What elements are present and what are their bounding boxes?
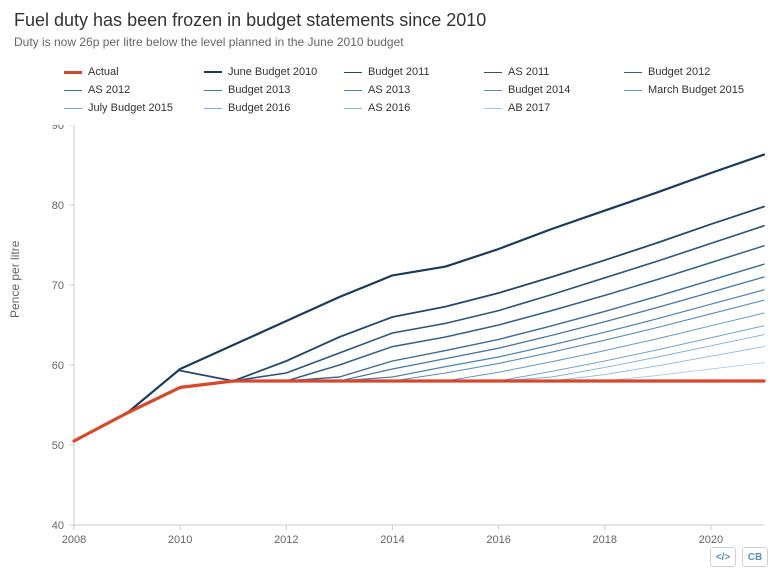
legend-item[interactable]: Budget 2013 [204, 81, 344, 99]
legend-item[interactable]: Budget 2014 [484, 81, 624, 99]
legend-swatch [344, 108, 362, 109]
legend-swatch [64, 90, 82, 91]
legend-item[interactable]: March Budget 2015 [624, 81, 764, 99]
legend-swatch [204, 108, 222, 109]
legend-swatch [484, 108, 502, 109]
legend-swatch [64, 71, 82, 74]
x-tick-label: 2014 [380, 534, 404, 546]
legend-label: AS 2013 [368, 84, 410, 96]
legend: Actual June Budget 2010 Budget 2011 AS 2011… [64, 63, 766, 117]
legend-item[interactable]: Budget 2011 [344, 63, 484, 81]
x-tick-label: 2008 [62, 534, 86, 546]
legend-item[interactable]: July Budget 2015 [64, 99, 204, 117]
series-line [286, 277, 764, 381]
series-line [499, 347, 764, 381]
legend-item[interactable]: Budget 2016 [204, 99, 344, 117]
legend-label: July Budget 2015 [88, 102, 173, 114]
legend-item[interactable]: AB 2017 [484, 99, 624, 117]
legend-swatch [484, 90, 502, 91]
legend-label: AS 2011 [508, 66, 549, 78]
legend-swatch [204, 90, 222, 91]
legend-label: AS 2016 [368, 102, 410, 114]
legend-item[interactable]: AS 2013 [344, 81, 484, 99]
y-tick-label: 40 [52, 520, 64, 532]
y-tick-label: 90 [52, 125, 64, 132]
legend-label: AS 2012 [88, 84, 130, 96]
x-tick-label: 2012 [274, 534, 298, 546]
legend-label: Budget 2014 [508, 84, 570, 96]
series-line [286, 264, 764, 381]
legend-label: Budget 2016 [228, 102, 290, 114]
legend-swatch [64, 108, 82, 109]
legend-item[interactable]: AS 2016 [344, 99, 484, 117]
x-tick-label: 2010 [168, 534, 192, 546]
legend-swatch [624, 72, 642, 73]
legend-item[interactable]: AS 2012 [64, 81, 204, 99]
legend-item[interactable]: Actual [64, 63, 204, 81]
legend-item[interactable]: June Budget 2010 [204, 63, 344, 81]
legend-label: Actual [88, 66, 119, 78]
legend-label: Budget 2012 [648, 66, 710, 78]
line-chart: 40 50 60 70 80 90 2008 2010 2012 2014 2016 2018 2020 [14, 125, 774, 550]
y-tick-label: 80 [52, 200, 64, 212]
chart-subtitle: Duty is now 26p per litre below the leve… [14, 35, 766, 49]
legend-swatch [344, 72, 362, 73]
y-axis-label: Pence per litre [8, 240, 22, 317]
legend-swatch [344, 90, 362, 91]
x-tick-label: 2020 [699, 534, 723, 546]
brand-icon[interactable]: CB [742, 547, 768, 567]
series-line [74, 381, 764, 441]
embed-icon[interactable]: </> [710, 547, 736, 567]
y-tick-label: 50 [52, 440, 64, 452]
legend-label: June Budget 2010 [228, 66, 317, 78]
x-tick-label: 2018 [593, 534, 617, 546]
legend-label: Budget 2011 [368, 66, 430, 78]
legend-swatch [204, 71, 222, 73]
y-tick-label: 60 [52, 360, 64, 372]
legend-swatch [624, 90, 642, 91]
legend-label: March Budget 2015 [648, 84, 744, 96]
legend-swatch [484, 72, 502, 73]
chart-title: Fuel duty has been frozen in budget stat… [14, 10, 766, 31]
footer: </> CB [710, 547, 768, 567]
legend-item[interactable]: AS 2011 [484, 63, 624, 81]
legend-label: AB 2017 [508, 102, 550, 114]
y-tick-label: 70 [52, 280, 64, 292]
x-tick-label: 2016 [486, 534, 510, 546]
legend-item[interactable]: Budget 2012 [624, 63, 764, 81]
series-line [180, 207, 764, 381]
legend-label: Budget 2013 [228, 84, 290, 96]
